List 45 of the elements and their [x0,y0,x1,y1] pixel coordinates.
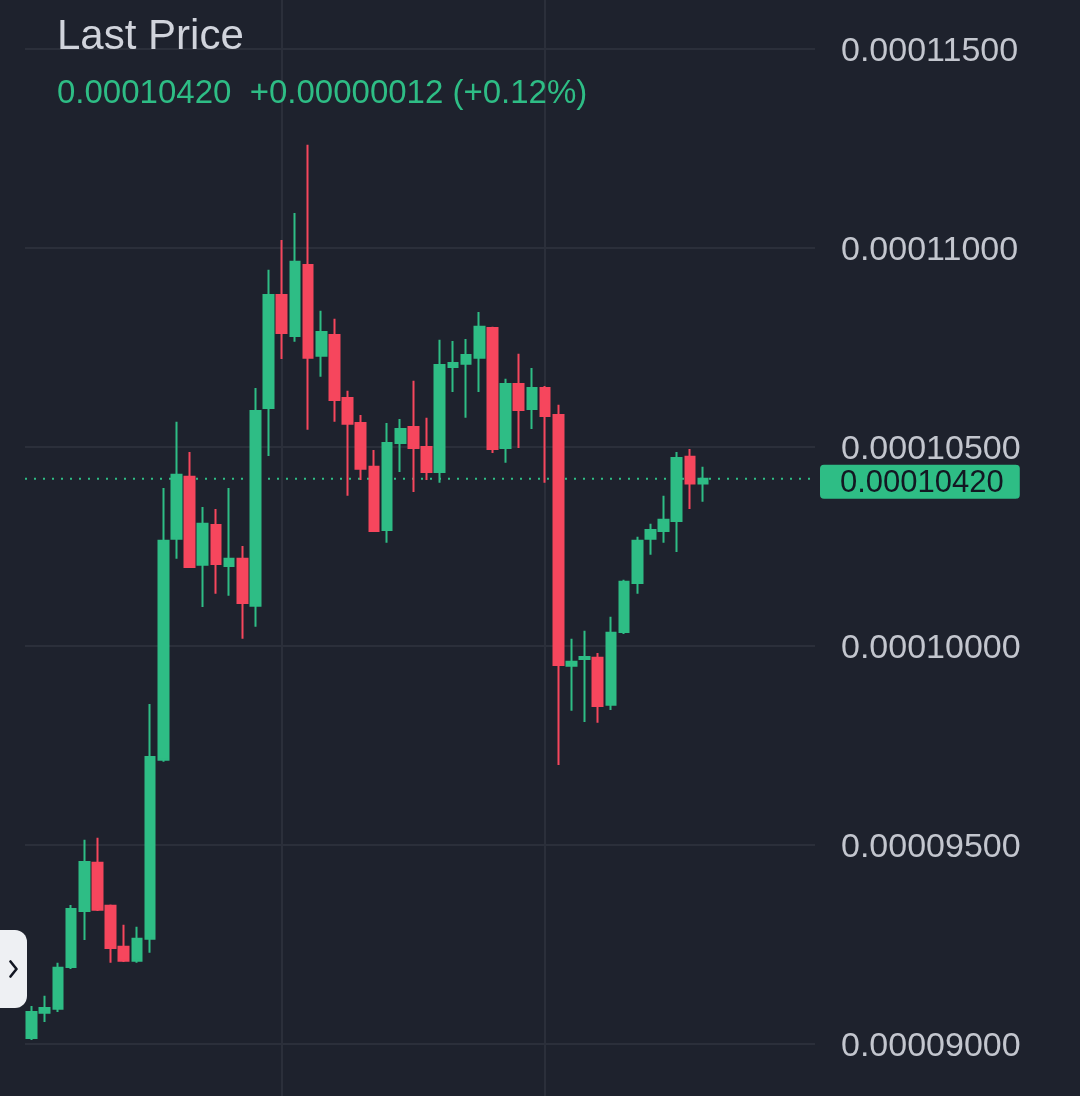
candlestick [183,451,196,569]
candlestick [210,508,222,595]
candlestick [605,615,617,711]
candlestick [368,449,380,533]
candlestick [394,418,407,473]
candlestick [78,838,91,941]
candlestick [196,506,209,608]
candlestick [552,403,565,766]
candlestick [539,385,551,484]
y-tick-label: 0.00010000 [841,626,1021,665]
y-tick-label: 0.00009500 [841,825,1021,864]
candlestick [249,387,262,628]
candlestick [618,578,630,635]
candlestick [460,338,472,419]
candlestick [565,637,578,712]
chart-title: Last Price [57,10,244,58]
candlestick [289,211,301,343]
ref-line-label: 0.00010420 [840,464,1004,500]
candlestick [302,143,314,431]
candlestick [473,311,486,393]
candlestick [65,903,77,971]
candlestick [315,309,328,378]
y-tick-label: 0.00011500 [841,29,1019,68]
candlestick [223,486,235,597]
candlestick [157,486,170,763]
candlestick [591,652,604,724]
candlestick [275,238,288,360]
candlestick [52,961,64,1014]
candlestick [131,925,143,964]
candlestick [499,377,512,464]
y-tick-label: 0.00009000 [841,1024,1021,1063]
candlestick [447,340,459,393]
candlestick [631,535,644,595]
candlestick [684,447,696,510]
candlestick [578,629,591,723]
candlestick [236,545,249,640]
candlestick [144,703,156,954]
y-tick-label: 0.00011000 [841,228,1019,267]
candlestick [512,352,525,450]
text: 0.00010420 +0.00000012 (+0.12%) [57,73,588,110]
candlestick [433,338,446,484]
candlestick [262,268,275,458]
candlestick [486,325,499,454]
y-tick-label: 0.00010500 [841,427,1021,466]
candlestick [526,367,538,431]
